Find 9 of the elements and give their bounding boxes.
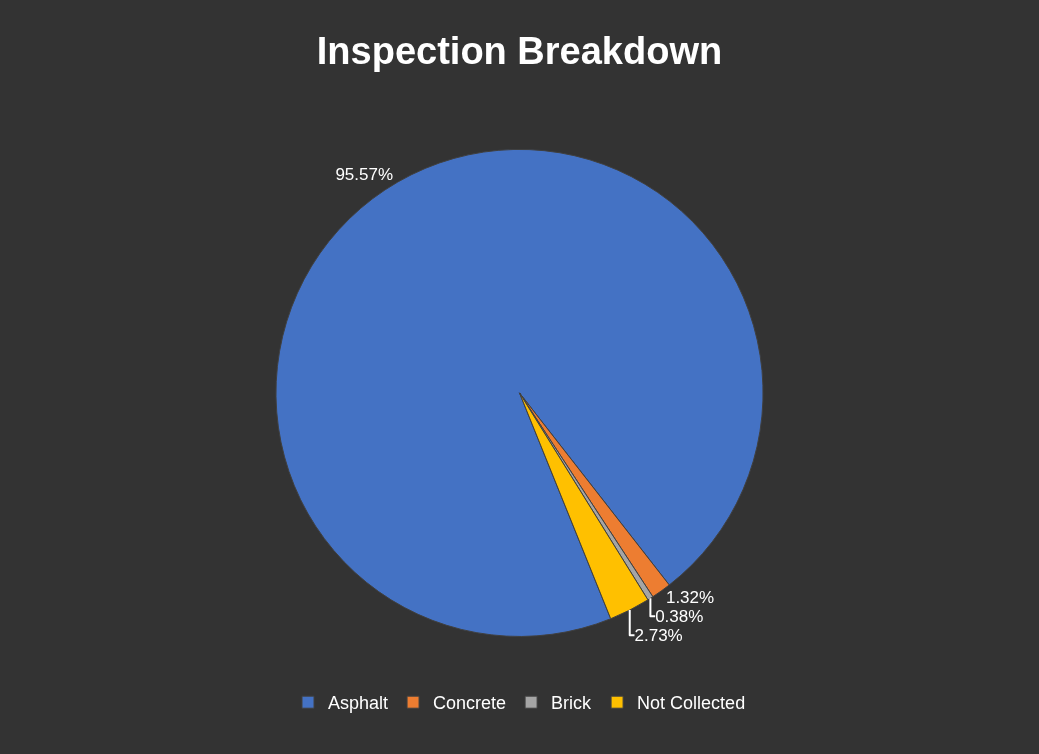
data-label: 1.32% — [665, 587, 715, 607]
legend-label: Not Collected — [637, 693, 746, 714]
legend-label: Brick — [551, 693, 593, 714]
legend-label: Asphalt — [328, 693, 389, 714]
chart-title: Inspection Breakdown — [316, 30, 723, 73]
legend-label: Concrete — [433, 693, 507, 714]
data-label: 95.57% — [335, 165, 394, 185]
data-label: 0.38% — [655, 606, 704, 626]
data-label: 2.73% — [634, 625, 683, 645]
